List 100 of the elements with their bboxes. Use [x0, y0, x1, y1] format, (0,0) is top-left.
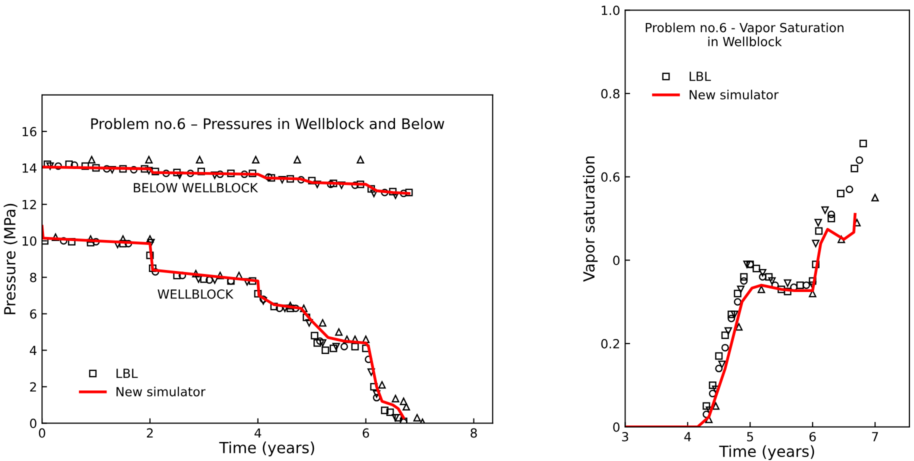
- point: [356, 180, 364, 188]
- point: [146, 252, 154, 260]
- x-tick-label: 5: [747, 432, 754, 442]
- point: [318, 339, 326, 347]
- x-tick-label: 7: [872, 432, 878, 442]
- point: [286, 175, 294, 183]
- point: [715, 364, 723, 372]
- y-tick-label: 0.8: [601, 88, 620, 98]
- point: [724, 327, 732, 335]
- point: [413, 414, 421, 422]
- point: [372, 394, 380, 402]
- point: [197, 168, 205, 176]
- point: [196, 156, 204, 164]
- point: [370, 190, 378, 198]
- point: [846, 186, 854, 194]
- point: [332, 342, 340, 350]
- point: [802, 281, 810, 289]
- y-tick-label: 1.0: [602, 6, 620, 16]
- point: [743, 260, 751, 268]
- annotation: BELOW WELLBLOCK: [134, 183, 258, 192]
- point: [784, 279, 792, 287]
- point: [186, 170, 194, 178]
- y-axis-title: Pressure (MPa): [4, 204, 18, 314]
- point: [254, 290, 262, 298]
- point: [173, 168, 181, 176]
- point: [758, 286, 766, 294]
- point: [735, 323, 743, 331]
- line-series: [625, 212, 856, 427]
- point: [758, 268, 766, 276]
- point: [146, 235, 154, 243]
- point: [378, 381, 386, 389]
- y-tick-label: 0: [613, 256, 620, 266]
- point: [389, 188, 397, 196]
- legend-label: LBL: [690, 72, 711, 81]
- point: [46, 162, 54, 170]
- point: [252, 156, 260, 164]
- point: [715, 352, 723, 360]
- text: Problem no.6 – Pressures in Wellblock and Below: [91, 118, 444, 130]
- point: [728, 314, 736, 322]
- point: [812, 240, 820, 248]
- x-axis-title: Time (years): [219, 442, 314, 456]
- y-tick-label: 0.2: [601, 339, 620, 348]
- point: [248, 170, 256, 178]
- point: [859, 140, 867, 148]
- x-tick-label: 4: [684, 432, 691, 442]
- point: [119, 165, 127, 173]
- point: [351, 342, 359, 350]
- point: [708, 390, 716, 398]
- y-tick-label: 12: [22, 200, 36, 210]
- point: [270, 302, 278, 310]
- point: [88, 156, 96, 164]
- point: [297, 176, 305, 184]
- point: [130, 166, 138, 174]
- point: [103, 165, 111, 173]
- point: [330, 344, 338, 352]
- x-tick-label: 6: [362, 428, 370, 438]
- point: [836, 190, 844, 198]
- point: [340, 342, 348, 350]
- point: [308, 176, 316, 184]
- point: [734, 290, 742, 298]
- point: [730, 310, 738, 318]
- point: [248, 277, 256, 285]
- point: [850, 164, 858, 172]
- point: [268, 174, 276, 182]
- x-tick-label: 6: [809, 432, 816, 442]
- point: [721, 331, 729, 339]
- point: [828, 214, 836, 222]
- point: [814, 218, 822, 226]
- point: [216, 272, 224, 280]
- point: [821, 206, 829, 214]
- point: [119, 240, 127, 248]
- point: [362, 336, 370, 344]
- y-tick-label: 6: [30, 309, 36, 319]
- point: [784, 288, 792, 296]
- y-tick-label: 4: [30, 346, 36, 356]
- point: [367, 185, 375, 193]
- point: [314, 339, 322, 347]
- point: [708, 381, 716, 389]
- y-tick-label: 0.6: [601, 172, 620, 182]
- point: [838, 236, 846, 244]
- point: [148, 264, 156, 272]
- point: [765, 273, 773, 281]
- point: [808, 277, 816, 285]
- point: [300, 304, 308, 312]
- point: [152, 168, 160, 176]
- point: [380, 406, 388, 414]
- point: [871, 194, 879, 202]
- y-tick-label: 8: [30, 272, 36, 282]
- point: [740, 273, 748, 281]
- point: [402, 403, 410, 411]
- point: [721, 344, 729, 352]
- point: [92, 164, 100, 172]
- point: [322, 346, 330, 354]
- point: [405, 188, 413, 196]
- point: [394, 414, 402, 422]
- point: [737, 286, 744, 294]
- point: [194, 275, 202, 283]
- point: [740, 277, 748, 285]
- y-tick-label: 2: [30, 382, 36, 392]
- legend-label: New simulator: [116, 386, 206, 396]
